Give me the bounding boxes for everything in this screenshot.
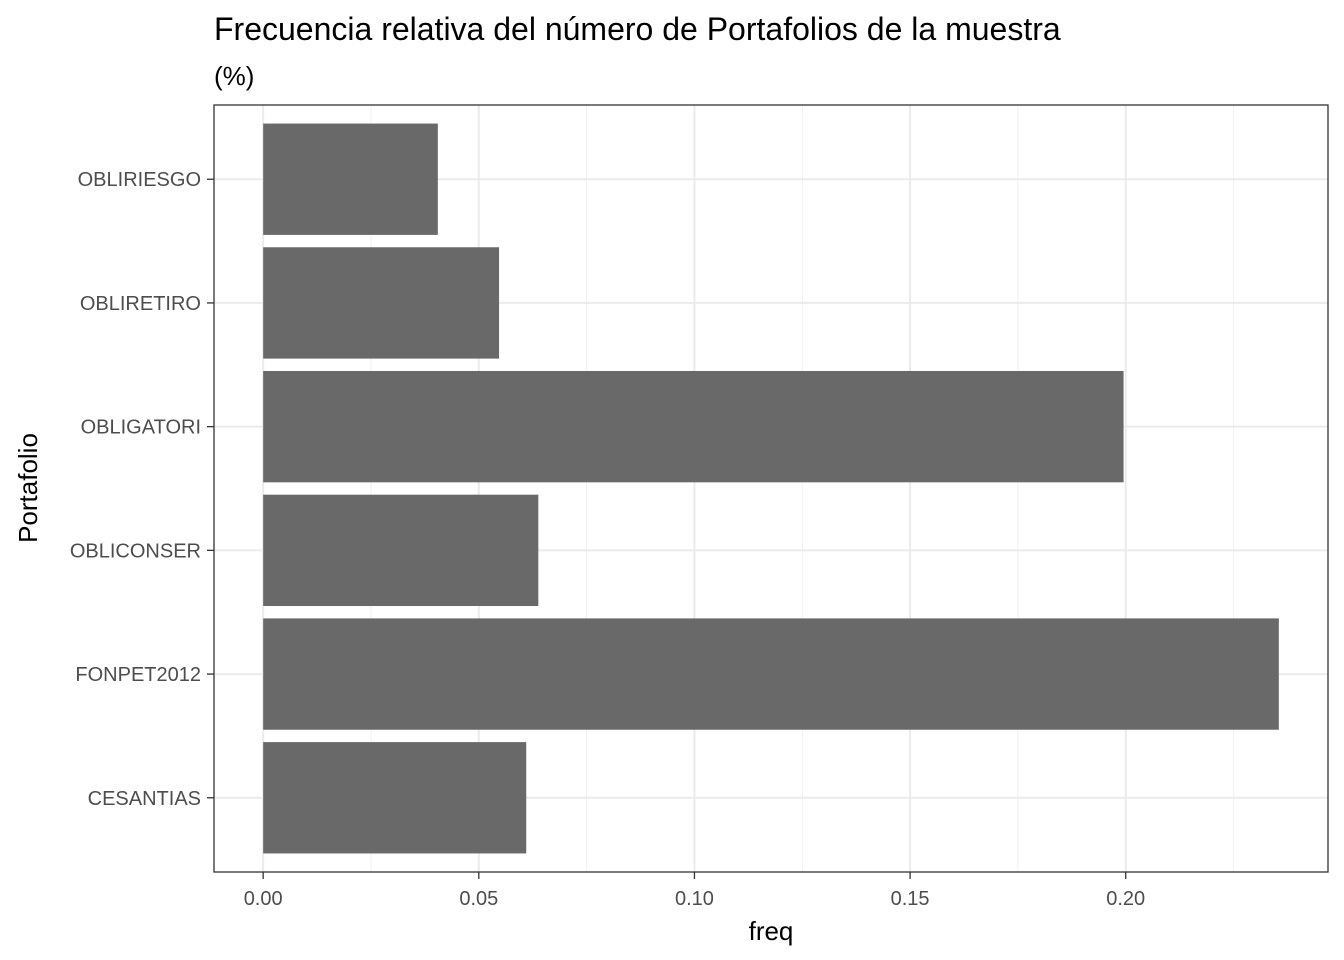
bar-obliriesgo — [263, 123, 438, 235]
x-tick-label: 0.10 — [675, 888, 714, 910]
x-tick-label: 0.05 — [459, 888, 498, 910]
bar-cesantias — [263, 742, 527, 854]
bars — [263, 123, 1279, 854]
y-tick-label: OBLIRETIRO — [80, 293, 201, 315]
bar-obliconser — [263, 494, 539, 607]
y-tick-label: OBLIGATORI — [81, 417, 201, 439]
bar-obliretiro — [263, 247, 500, 359]
x-axis-title: freq — [749, 916, 794, 946]
plot-panel-border — [213, 104, 1329, 873]
y-axis: CESANTIAS FONPET2012 OBLICONSER OBLIGATORI O… — [70, 169, 214, 810]
y-tick-label: OBLICONSER — [70, 540, 201, 562]
y-tick-label: OBLIRIESGO — [78, 169, 201, 191]
x-tick-label: 0.00 — [244, 888, 283, 910]
x-tick-label: 0.15 — [891, 888, 930, 910]
y-tick-label: FONPET2012 — [75, 664, 201, 686]
y-axis-title: Portafolio — [13, 433, 43, 543]
y-tick-label: CESANTIAS — [88, 788, 201, 810]
bar-obligatori — [263, 370, 1124, 483]
chart-title: Frecuencia relativa del número de Portaf… — [214, 11, 1061, 47]
chart-subtitle: (%) — [214, 61, 254, 91]
x-axis: 0.00 0.05 0.10 0.15 0.20 — [244, 872, 1145, 910]
bar-fonpet2012 — [263, 618, 1279, 730]
x-tick-label: 0.20 — [1106, 888, 1145, 910]
